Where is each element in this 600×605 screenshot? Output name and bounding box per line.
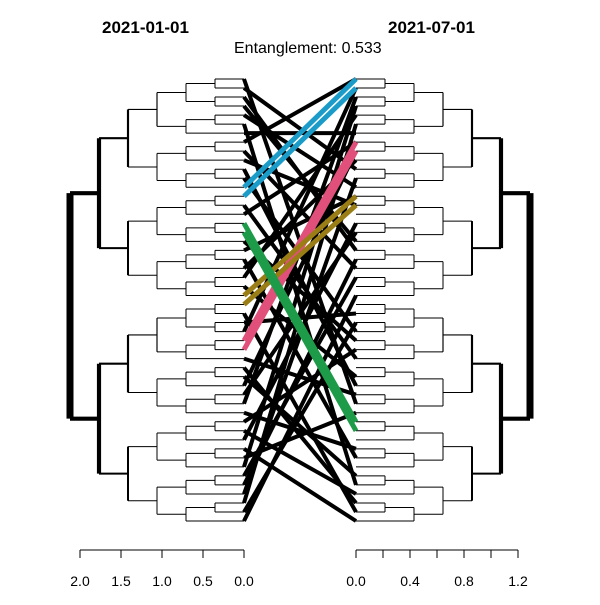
highlighted-connecting-line — [242, 203, 358, 307]
axis-tick-label: 0.0 — [234, 573, 254, 589]
right-height-axis: 0.0 0.4 0.8 1.2 — [346, 549, 528, 589]
connecting-line — [243, 194, 357, 253]
axis-tick-label: 0.8 — [454, 573, 474, 589]
connecting-line — [243, 410, 357, 451]
highlighted-connecting-line — [241, 222, 359, 424]
connecting-line — [242, 375, 358, 478]
right-dendrogram-title: 2021-07-01 — [388, 18, 475, 37]
connecting-line — [242, 105, 358, 468]
axis-tick-label: 0.5 — [193, 573, 213, 589]
connecting-line — [242, 294, 358, 522]
highlighted-connecting-line — [241, 140, 359, 342]
highlighted-connecting-line — [242, 86, 358, 199]
axis-tick-label: 1.0 — [152, 573, 172, 589]
connecting-line — [242, 113, 358, 279]
connecting-line — [242, 140, 358, 216]
left-dendrogram — [66, 78, 244, 522]
right-dendrogram — [356, 78, 534, 522]
connecting-line — [242, 258, 358, 486]
connecting-line — [243, 77, 357, 144]
axis-tick-label: 1.2 — [508, 573, 528, 589]
axis-tick-label: 1.5 — [111, 573, 131, 589]
highlighted-connecting-line — [242, 194, 358, 298]
axis-tick-label: 0.0 — [346, 573, 366, 589]
axis-tick-label: 2.0 — [70, 573, 90, 589]
highlighted-connecting-line — [241, 149, 359, 351]
highlighted-connecting-line — [241, 231, 359, 433]
axis-tick-label: 0.4 — [400, 573, 420, 589]
connecting-line — [242, 447, 358, 523]
connecting-lines — [241, 77, 359, 523]
left-height-axis: 2.0 1.5 1.0 0.5 0.0 — [70, 549, 254, 589]
highlighted-connecting-line — [242, 77, 358, 190]
entanglement-label: Entanglement: 0.533 — [234, 40, 382, 57]
left-dendrogram-title: 2021-01-01 — [102, 18, 189, 37]
